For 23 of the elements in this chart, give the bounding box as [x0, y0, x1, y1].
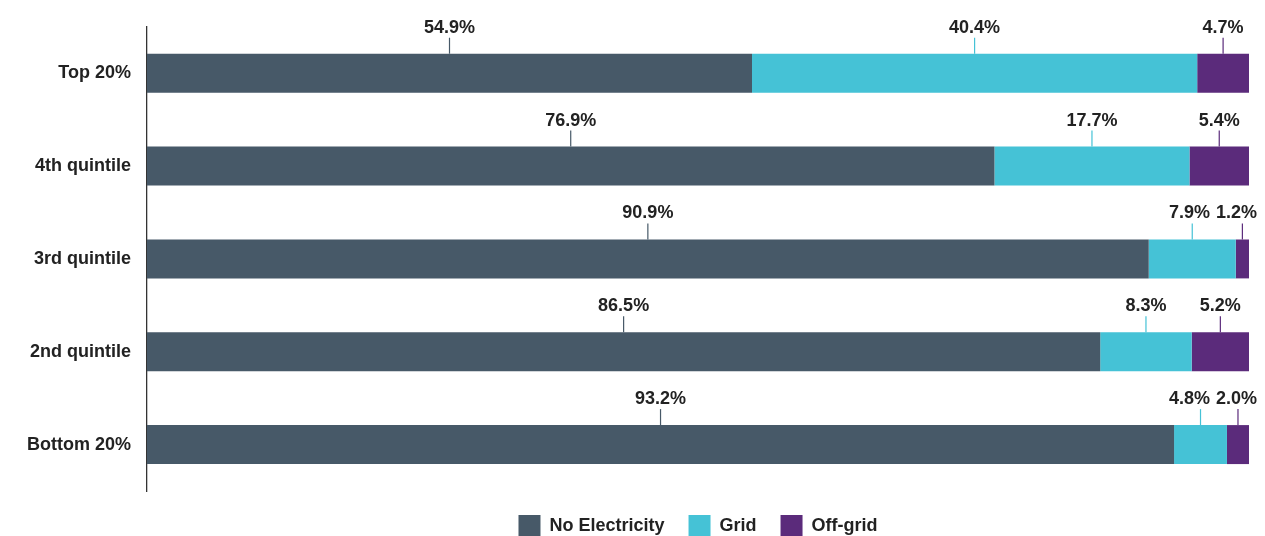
y-tick-label: 2nd quintile — [30, 340, 131, 361]
data-label: 4.8% — [1168, 388, 1210, 409]
data-label: 8.3% — [1125, 295, 1167, 316]
data-label: 4.7% — [1202, 16, 1244, 37]
legend-label: Grid — [719, 514, 757, 535]
y-tick-label: 3rd quintile — [33, 247, 131, 268]
data-label: 1.2% — [1215, 202, 1257, 223]
data-label: 5.4% — [1198, 109, 1240, 130]
data-label: 5.2% — [1199, 295, 1241, 316]
y-tick-label: 4th quintile — [35, 155, 131, 176]
data-label: 93.2% — [635, 388, 687, 409]
data-label: 54.9% — [423, 16, 476, 37]
y-tick-label: Top 20% — [58, 62, 131, 83]
y-tick-label: Bottom 20% — [26, 433, 131, 454]
data-label: 86.5% — [598, 295, 650, 316]
legend-label: No Electricity — [549, 514, 665, 535]
data-label: 90.9% — [622, 202, 674, 223]
data-label: 40.4% — [949, 16, 1001, 37]
data-label: 7.9% — [1168, 202, 1210, 223]
data-label: 2.0% — [1215, 388, 1257, 409]
data-label: 76.9% — [545, 109, 597, 130]
data-label: 17.7% — [1066, 109, 1118, 130]
legend-label: Off-grid — [811, 514, 878, 535]
